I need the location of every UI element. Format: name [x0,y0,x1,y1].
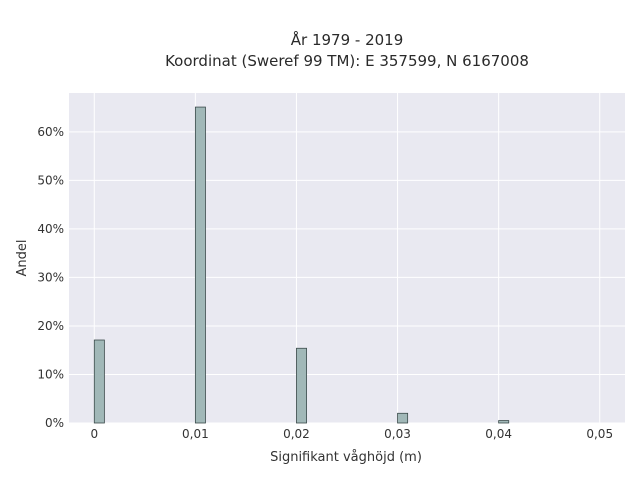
y-axis-label: Andel [15,240,30,277]
y-tick-label: 10% [37,367,64,381]
histogram-bar [194,106,206,424]
y-tick-labels: 0% 10% 20% 30% 40% 50% 60% [37,125,64,430]
y-tick-label: 0% [45,416,64,430]
x-tick-labels: 0 0,01 0,02 0,03 0,04 0,05 [90,427,613,441]
x-tick-label: 0,03 [384,427,411,441]
grid-lines [69,93,625,424]
x-tick-label: 0,02 [283,427,310,441]
x-tick-label: 0,05 [586,427,613,441]
y-tick-label: 40% [37,222,64,236]
histogram-bar [498,420,510,424]
chart-title-line-2: Koordinat (Sweref 99 TM): E 357599, N 61… [165,52,529,70]
chart-title-line-1: År 1979 - 2019 [291,30,404,49]
y-tick-label: 60% [37,125,64,139]
bars [93,106,510,424]
histogram-bar [296,347,307,424]
histogram-bar [93,339,105,424]
x-tick-label: 0,01 [182,427,209,441]
y-tick-label: 50% [37,173,64,187]
histogram-bar [397,412,409,424]
plot-area [69,93,625,423]
x-tick-label: 0 [90,427,98,441]
y-tick-label: 30% [37,270,64,284]
y-tick-label: 20% [37,319,64,333]
x-tick-label: 0,04 [485,427,512,441]
x-axis-label: Signifikant våghöjd (m) [270,450,422,465]
